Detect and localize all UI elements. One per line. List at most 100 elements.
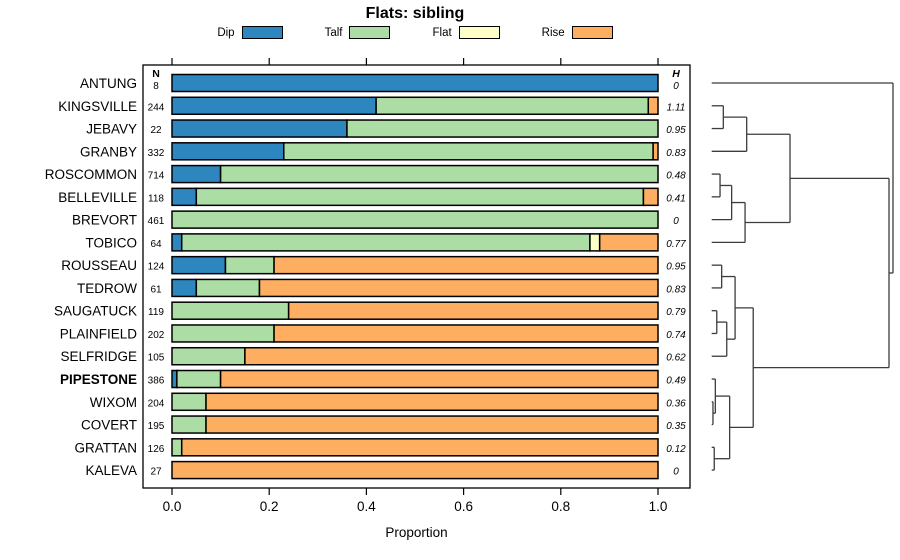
row-label: ROUSSEAU xyxy=(61,258,137,273)
legend-swatch xyxy=(349,26,391,39)
x-axis-title: Proportion xyxy=(385,525,447,540)
bar-segment-dip xyxy=(171,164,222,184)
h-value: 0.48 xyxy=(666,171,686,182)
legend-label: Flat xyxy=(432,26,452,39)
h-value: 0.12 xyxy=(666,444,686,455)
h-value: 0.95 xyxy=(666,125,686,136)
row-label: KINGSVILLE xyxy=(58,99,137,114)
x-tick-label: 0.2 xyxy=(260,499,279,514)
bar-segment-flat xyxy=(589,233,601,252)
n-value: 195 xyxy=(148,421,165,432)
bar-segment-dip xyxy=(171,187,198,207)
x-tick-label: 1.0 xyxy=(649,499,668,514)
row-label: TOBICO xyxy=(85,235,137,250)
h-value: 0.36 xyxy=(666,398,686,409)
bar-segment-rise xyxy=(273,324,659,343)
bar-segment-talf xyxy=(180,233,591,252)
bar-segment-talf xyxy=(171,415,207,434)
h-value: 0.35 xyxy=(666,421,686,432)
bar-segment-talf xyxy=(283,142,654,161)
row-label: GRATTAN xyxy=(75,440,138,455)
n-column-header: N xyxy=(152,68,160,80)
n-value: 386 xyxy=(148,376,165,387)
bar-segment-rise xyxy=(652,142,659,161)
n-value: 118 xyxy=(148,193,164,204)
row-label: SAUGATUCK xyxy=(54,304,137,319)
bar-segment-dip xyxy=(171,119,348,138)
x-tick-label: 0.4 xyxy=(357,499,376,514)
bar-segment-dip xyxy=(171,96,377,116)
legend-label: Talf xyxy=(324,26,343,39)
row-label: BELLEVILLE xyxy=(58,190,137,205)
n-value: 61 xyxy=(150,284,162,295)
h-value: 1.11 xyxy=(667,102,686,113)
row-label: BREVORT xyxy=(72,213,137,228)
bar-segment-talf xyxy=(195,187,645,207)
legend-item: Talf xyxy=(325,26,391,39)
h-value: 0.83 xyxy=(666,148,686,159)
h-value: 0.79 xyxy=(666,307,686,318)
bar-segment-talf xyxy=(171,392,207,412)
x-tick-label: 0.6 xyxy=(454,499,473,514)
bar-segment-talf xyxy=(171,438,183,457)
h-value: 0 xyxy=(673,467,679,478)
legend-swatch xyxy=(458,26,500,39)
h-value: 0.95 xyxy=(666,262,686,273)
bar-segment-rise xyxy=(287,301,659,320)
row-label: JEBAVY xyxy=(86,122,137,137)
bar-segment-talf xyxy=(195,278,261,298)
n-value: 202 xyxy=(148,330,165,341)
bar-segment-talf xyxy=(346,119,659,138)
n-value: 332 xyxy=(148,148,165,159)
bar-segment-talf xyxy=(171,324,275,343)
row-label: ROSCOMMON xyxy=(45,167,137,182)
bar-segment-talf xyxy=(171,301,290,320)
legend-item: Dip xyxy=(217,26,283,39)
bar-segment-rise xyxy=(273,255,659,275)
row-label: GRANBY xyxy=(80,144,137,159)
bar-segment-rise xyxy=(219,369,659,389)
bar-segment-talf xyxy=(176,369,222,389)
legend-swatch xyxy=(241,26,283,39)
n-value: 105 xyxy=(148,353,165,364)
bar-segment-rise xyxy=(258,278,659,298)
bar-segment-talf xyxy=(219,164,659,184)
legend-item: Flat xyxy=(432,26,500,39)
row-label: TEDROW xyxy=(77,281,137,296)
x-tick-label: 0.0 xyxy=(163,499,182,514)
n-value: 64 xyxy=(150,239,162,250)
legend: Dip Talf Flat Rise xyxy=(0,26,830,39)
row-label: ANTUNG xyxy=(80,76,137,91)
h-value: 0 xyxy=(673,81,679,92)
legend-item: Rise xyxy=(542,26,613,39)
bar-segment-talf xyxy=(171,210,659,229)
bar-segment-rise xyxy=(205,392,659,412)
h-column-header: H xyxy=(672,68,680,80)
bar-segment-dip xyxy=(171,73,659,93)
row-label: WIXOM xyxy=(90,395,137,410)
n-value: 244 xyxy=(148,102,165,113)
row-label: COVERT xyxy=(81,418,137,433)
n-value: 8 xyxy=(153,81,159,92)
x-tick-label: 0.8 xyxy=(551,499,570,514)
n-value: 461 xyxy=(148,216,165,227)
bar-segment-rise xyxy=(180,438,659,457)
h-value: 0.41 xyxy=(666,193,685,204)
bar-segment-rise xyxy=(642,187,659,207)
row-label: PIPESTONE xyxy=(60,372,137,387)
bar-segment-rise xyxy=(171,460,659,480)
n-value: 126 xyxy=(148,444,165,455)
n-value: 119 xyxy=(148,307,164,318)
bar-segment-dip xyxy=(171,233,183,252)
n-value: 22 xyxy=(150,125,162,136)
legend-swatch xyxy=(571,26,613,39)
plot-box xyxy=(142,64,691,489)
h-value: 0.62 xyxy=(666,353,686,364)
h-value: 0.74 xyxy=(666,330,686,341)
row-label: KALEVA xyxy=(85,463,137,478)
h-value: 0.83 xyxy=(666,284,686,295)
row-label: SELFRIDGE xyxy=(60,349,137,364)
bar-segment-talf xyxy=(224,255,275,275)
n-value: 204 xyxy=(148,398,165,409)
